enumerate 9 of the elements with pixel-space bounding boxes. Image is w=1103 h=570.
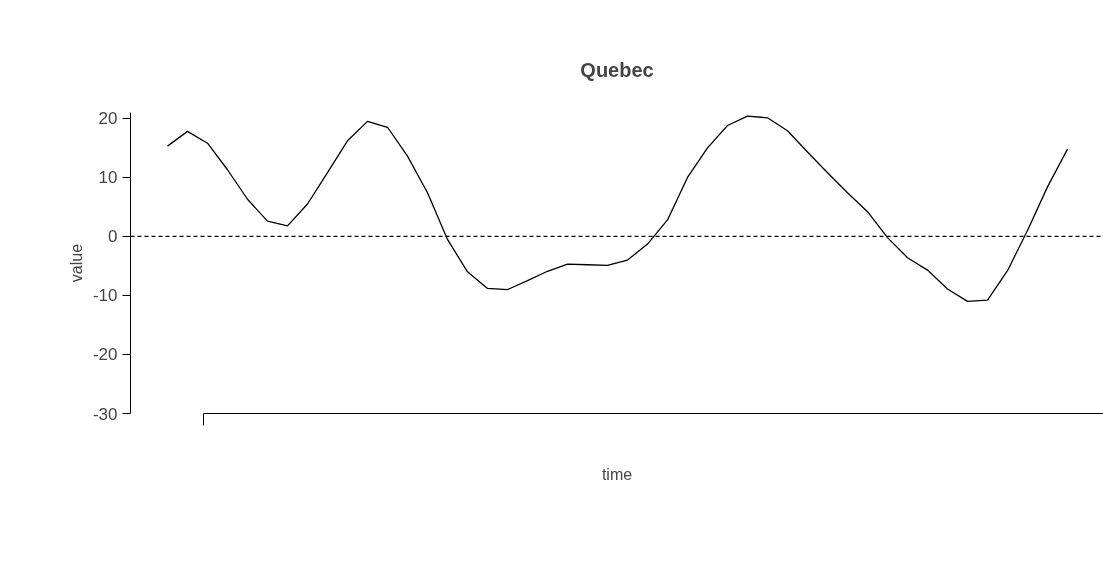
y-tick-label: -30 [92, 404, 118, 424]
x-axis-title: time [601, 465, 633, 483]
chart-title: Quebec [580, 58, 654, 81]
y-tick-label: 20 [98, 109, 118, 129]
y-axis-title: value [67, 243, 85, 283]
y-tick-label: 10 [98, 168, 118, 188]
y-tick-label: 0 [108, 227, 118, 247]
y-tick-label: -20 [92, 345, 118, 365]
y-tick-label: -10 [92, 286, 118, 306]
